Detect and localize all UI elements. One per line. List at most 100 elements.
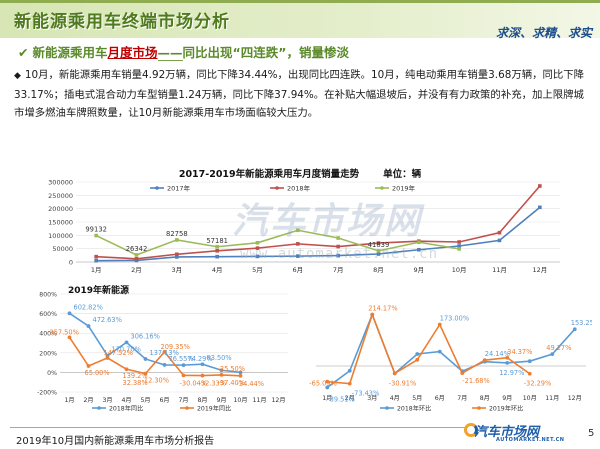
data-point <box>175 255 179 259</box>
data-label: 602.82% <box>74 303 103 311</box>
data-point <box>457 240 461 244</box>
data-point <box>67 335 72 340</box>
data-label: 173.00% <box>440 314 469 322</box>
x-tick-label: 5月 <box>412 395 422 402</box>
x-tick-label: 11月 <box>252 397 266 404</box>
data-label: 49.27% <box>546 344 571 352</box>
watermark-url: www.automarket.net.cn <box>240 246 439 262</box>
data-point <box>215 249 219 253</box>
data-point <box>392 371 397 376</box>
data-point <box>296 242 300 246</box>
legend-label: 2019年环比 <box>489 405 523 413</box>
data-point <box>505 360 510 365</box>
data-label: 57181 <box>206 237 228 245</box>
data-point <box>238 373 243 378</box>
data-point <box>105 356 110 360</box>
series-line <box>327 312 531 385</box>
data-label: 137.13% <box>150 349 179 357</box>
data-point <box>181 373 186 378</box>
x-tick-label: 2月 <box>131 266 142 274</box>
series-line <box>326 312 576 389</box>
x-tick-label: 1月 <box>322 395 332 402</box>
data-label: -73.43% <box>352 390 380 398</box>
data-point <box>200 362 205 367</box>
slide-title: 新能源乘用车终端市场分析 <box>14 12 230 32</box>
x-tick-label: 11月 <box>545 395 559 402</box>
data-label: 357.50% <box>50 328 79 336</box>
data-point <box>376 252 381 256</box>
data-point <box>134 253 139 257</box>
data-point <box>124 367 129 372</box>
data-point <box>296 228 300 233</box>
data-point <box>255 254 260 259</box>
data-label: 214.17% <box>368 305 397 313</box>
x-tick-label: 12月 <box>271 397 285 404</box>
legend-marker <box>275 186 279 190</box>
data-point <box>94 258 98 263</box>
summary-paragraph: ◆ 10月，新能源乘用车销量4.92万辆，同比下降34.44%，出现同比四连跌。1… <box>14 66 589 123</box>
data-point <box>538 184 542 188</box>
legend-label: 2019年同比 <box>197 405 231 413</box>
y-tick-label: 300000 <box>48 179 73 187</box>
x-tick-label: 9月 <box>216 397 226 404</box>
data-point <box>124 340 129 345</box>
data-label: -65.09% <box>309 380 337 388</box>
data-point <box>482 358 487 363</box>
data-label: 82758 <box>166 230 188 238</box>
footer-logo: 汽车市场网 AUTOMARKET.NET.CN <box>474 421 564 443</box>
data-point <box>94 233 98 238</box>
data-point <box>417 240 421 245</box>
x-tick-label: 8月 <box>373 266 384 274</box>
series-line <box>95 229 460 256</box>
section-subtitle: ✔ 新能源乘用车月度市场——同比出现“四连跌”，销量惨淡 <box>18 42 349 61</box>
data-point <box>67 311 72 316</box>
data-label: -30.04% <box>180 379 208 387</box>
y-tick-label: 800% <box>39 292 57 299</box>
small-chart-title: 2019年新能源 <box>68 286 130 296</box>
data-point <box>376 249 381 253</box>
legend-marker <box>185 406 189 410</box>
data-point <box>134 257 139 261</box>
y-tick-label: 50000 <box>52 245 73 253</box>
data-label: -25.50% <box>218 365 246 373</box>
data-point <box>550 352 555 357</box>
y-tick-label: 600% <box>39 311 57 318</box>
x-tick-label: 12月 <box>532 266 547 274</box>
diamond-bullet-icon: ◆ <box>14 71 21 81</box>
x-tick-label: 3月 <box>367 395 377 402</box>
data-point <box>219 368 224 373</box>
legend-label: 2019年 <box>392 184 416 193</box>
data-point <box>162 349 167 354</box>
slide-motto: 求深、求精、求实 <box>495 26 592 40</box>
watermark-brand: 汽车市场网 <box>232 201 423 242</box>
footer-logo-text: 汽车市场网 <box>474 425 540 440</box>
y-tick-label: -200% <box>37 390 57 397</box>
x-tick-label: 11月 <box>492 266 507 274</box>
data-point <box>86 324 91 328</box>
legend-label: 2018年同比 <box>109 405 143 413</box>
data-point <box>200 373 205 378</box>
x-tick-label: 6月 <box>159 397 169 404</box>
data-label: -32.33% <box>199 380 227 388</box>
yoy-growth-chart: -200% 0% 200% 400% 600% 800% 1月 2月 3月 4月 5月 6月 7月 8月 9… <box>37 292 288 413</box>
footer-report-title: 2019年10月国内新能源乘用车市场分析报告 <box>16 436 215 447</box>
data-point <box>538 205 542 210</box>
x-tick-label: 3月 <box>172 266 183 274</box>
x-tick-label: 2月 <box>345 395 355 402</box>
data-label: 34.37% <box>507 348 532 356</box>
x-tick-label: 12月 <box>568 395 582 402</box>
data-point <box>417 247 421 252</box>
data-point <box>219 372 224 377</box>
legend-marker <box>97 406 101 410</box>
footer-logo-sub: AUTOMARKET.NET.CN <box>496 437 565 443</box>
main-chart-unit: 单位：辆 <box>383 169 422 180</box>
data-label: 76.55% <box>169 355 194 363</box>
data-point <box>347 368 352 373</box>
x-tick-label: 4月 <box>212 266 223 274</box>
data-label: 306.16% <box>131 332 160 340</box>
data-point <box>86 364 91 368</box>
data-point <box>296 254 300 258</box>
x-tick-label: 10月 <box>523 395 537 402</box>
data-label: 170.70% <box>112 346 141 354</box>
x-tick-label: 7月 <box>333 266 344 274</box>
